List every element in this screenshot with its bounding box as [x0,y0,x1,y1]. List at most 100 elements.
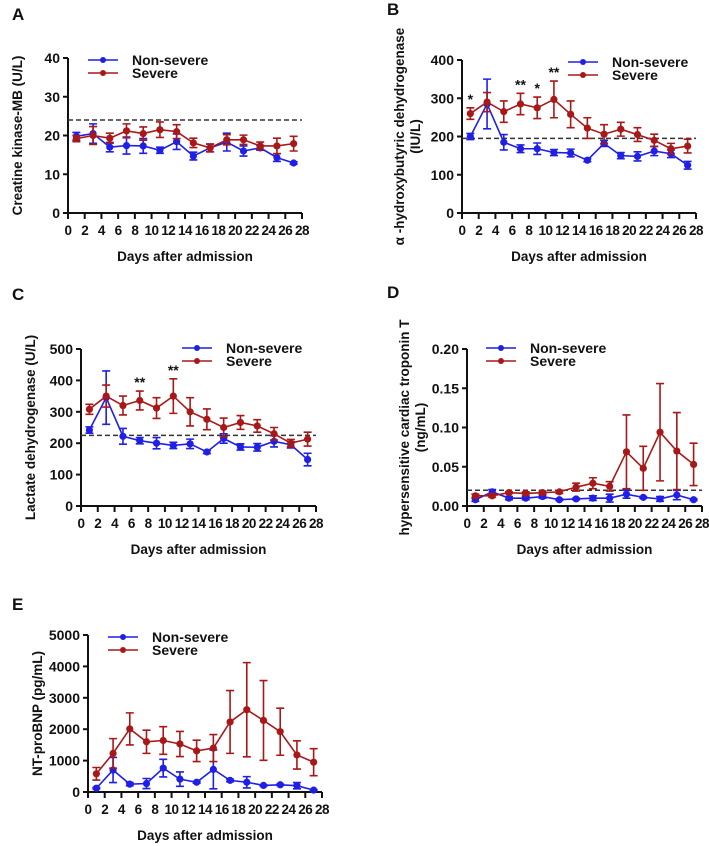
data-point [169,392,177,400]
x-axis-label: Days after admission [117,249,253,264]
x-tick-label: 8 [145,516,153,531]
y-tick-label: 5000 [49,627,80,643]
data-point [109,749,117,757]
x-axis-label: Days after admission [137,828,273,843]
data-point [617,125,625,133]
data-point [106,134,114,142]
data-point [159,736,167,745]
x-tick-label: 14 [577,516,592,531]
x-tick-label: 16 [594,516,609,531]
data-point [684,142,692,150]
y-tick-label: 4000 [49,658,80,674]
legend-label: Non-severe [152,629,228,645]
data-point [650,136,658,144]
data-point [119,401,127,410]
data-point [243,778,251,786]
legend-label: Non-severe [530,340,606,356]
x-tick-label: 20 [248,802,262,817]
data-point [152,404,161,412]
x-tick-label: 0 [84,802,91,817]
data-point [633,130,642,139]
data-point [466,109,474,118]
x-tick-label: 16 [589,223,604,238]
data-point [673,491,681,499]
x-tick-label: 22 [645,516,659,531]
data-point [276,728,284,736]
data-point [226,718,234,726]
series-severe [466,80,692,155]
x-tick-label: 6 [115,223,123,238]
data-point [293,751,301,759]
data-point [169,441,177,449]
data-point [639,493,647,501]
data-point [270,430,278,438]
data-point [142,779,151,788]
data-point [589,494,597,502]
data-point [239,136,248,144]
data-point [310,758,318,766]
data-point [304,455,312,464]
data-point [236,443,245,451]
data-point [273,142,281,150]
legend-marker [194,358,200,364]
legend-label: Severe [132,65,178,81]
y-axis-label: Creatine kinase-MB (U/L) [10,56,25,216]
data-point [176,775,184,783]
data-point [304,435,312,443]
data-point [550,95,558,103]
data-point [253,443,261,451]
data-point [256,142,264,150]
x-tick-label: 16 [215,802,230,817]
data-point [606,494,614,502]
data-point [243,706,251,714]
y-tick-label: 0 [52,205,60,221]
data-point [92,784,100,792]
x-tick-label: 0 [463,516,470,531]
data-point [290,159,298,167]
x-tick-label: 8 [151,802,159,817]
data-point [538,489,547,497]
x-tick-label: 6 [135,802,143,817]
x-tick-label: 12 [561,516,575,531]
data-point [139,142,147,150]
data-point [226,776,234,784]
data-point [186,408,194,416]
y-axis-label: (IU/L) [408,119,423,154]
x-tick-label: 2 [81,223,88,238]
x-tick-label: 6 [514,516,522,531]
y-tick-label: 0 [446,205,454,221]
x-tick-label: 8 [131,223,139,238]
data-point [203,448,211,456]
series-severe [92,661,318,781]
series-severe [471,382,698,500]
x-tick-label: 14 [572,223,587,238]
significance-marker: ** [134,374,145,390]
x-tick-label: 28 [695,516,709,531]
data-point [500,108,508,116]
x-tick-label: 20 [228,223,242,238]
panel-d: D0.000.050.100.150.200 2 4 6 8 10 12 14 16 18 20 22… [387,283,709,557]
data-point [567,149,575,157]
legend-marker [498,358,504,364]
x-tick-label: 18 [611,516,626,531]
data-point [106,143,114,151]
x-tick-label: 22 [245,223,259,238]
data-point [276,781,284,789]
data-point [617,152,625,160]
data-point [89,131,97,140]
data-point [600,130,608,138]
y-tick-label: 100 [50,467,74,483]
x-tick-label: 28 [309,516,324,531]
significance-marker: ** [168,362,179,378]
data-point [85,405,93,413]
series-non-severe [466,78,692,170]
y-tick-label: 1000 [49,753,80,769]
data-point [505,494,513,502]
data-point [119,432,127,440]
series-severe [72,121,298,155]
x-tick-label: 12 [555,223,569,238]
data-point [72,135,80,143]
data-point [572,495,580,503]
data-point [589,479,597,487]
